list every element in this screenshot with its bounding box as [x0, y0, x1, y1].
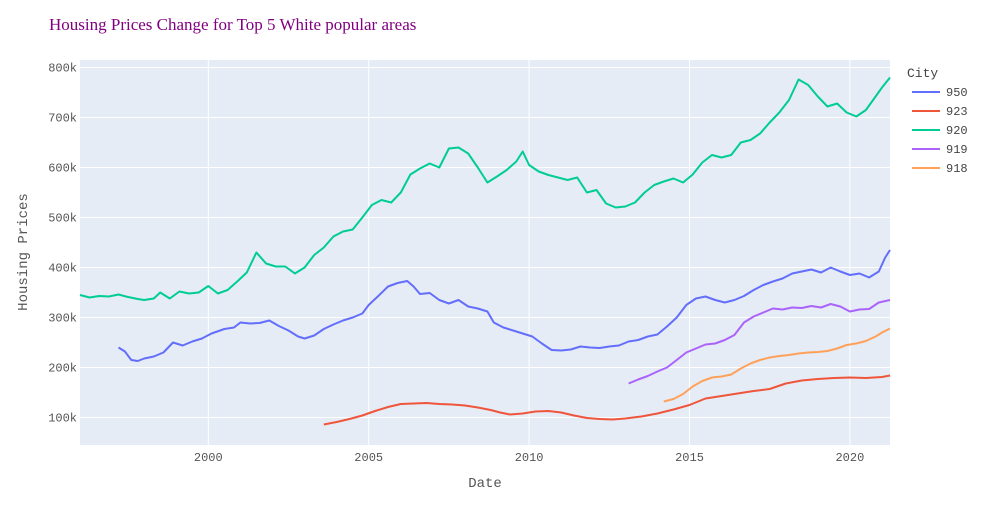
series-line-923: [323, 374, 891, 426]
legend-label: 923: [946, 105, 968, 119]
legend-item-923[interactable]: 923: [912, 105, 968, 119]
y-tick-label: 100k: [48, 412, 77, 426]
legend-label: 919: [946, 143, 968, 157]
x-tick-label: 2005: [354, 451, 383, 465]
legend-title: City: [907, 66, 938, 81]
legend-item-950[interactable]: 950: [912, 86, 968, 100]
series-line-920: [79, 76, 891, 301]
x-tick-label: 2010: [515, 451, 544, 465]
plot-area: [80, 60, 890, 445]
series-line-919: [628, 299, 891, 385]
legend-item-920[interactable]: 920: [912, 124, 968, 138]
y-axis-title: Housing Prices: [16, 193, 32, 311]
x-axis-ticks: 2000 2005 2010 2015 2020: [194, 451, 864, 465]
y-tick-label: 600k: [48, 162, 77, 176]
legend-item-918[interactable]: 918: [912, 162, 968, 176]
legend: City 950 923 920 919 918: [907, 66, 968, 176]
legend-item-919[interactable]: 919: [912, 143, 968, 157]
y-tick-label: 200k: [48, 362, 77, 376]
y-axis-ticks: 100k 200k 300k 400k 500k 600k 700k 800k: [48, 62, 77, 426]
x-tick-label: 2000: [194, 451, 223, 465]
y-tick-label: 800k: [48, 62, 77, 76]
x-tick-label: 2015: [675, 451, 704, 465]
series-line-918: [663, 327, 891, 403]
y-tick-label: 500k: [48, 212, 77, 226]
grid-lines: [80, 60, 890, 445]
chart-title: Housing Prices Change for Top 5 White po…: [49, 15, 416, 34]
legend-label: 918: [946, 162, 968, 176]
y-tick-label: 700k: [48, 112, 77, 126]
legend-label: 950: [946, 86, 968, 100]
y-tick-label: 400k: [48, 262, 77, 276]
legend-label: 920: [946, 124, 968, 138]
x-tick-label: 2020: [835, 451, 864, 465]
series-lines: [79, 76, 891, 426]
x-axis-title: Date: [468, 476, 502, 492]
y-tick-label: 300k: [48, 312, 77, 326]
series-line-950: [117, 249, 891, 362]
